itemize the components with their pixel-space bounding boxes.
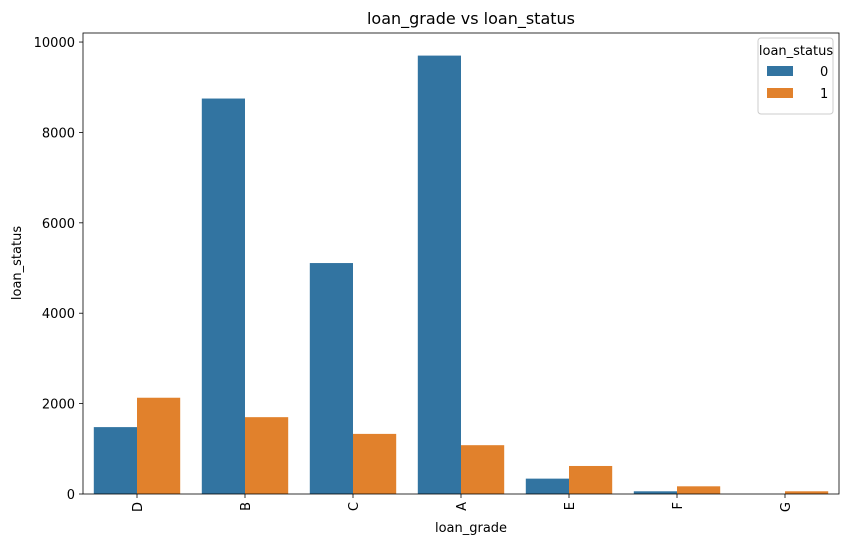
y-axis: 0 2000 4000 6000 8000 10000 — [34, 36, 83, 503]
bar-B-series-0 — [201, 98, 245, 495]
chart-title: loan_grade vs loan_status — [367, 9, 575, 29]
legend-swatch-1 — [767, 88, 793, 98]
x-tick-label-B: B — [239, 502, 254, 511]
legend-label-1: 1 — [820, 87, 828, 102]
y-tick-label: 0 — [67, 488, 75, 503]
y-tick-label: 6000 — [42, 217, 75, 232]
bar-F-series-1 — [677, 486, 721, 494]
legend-swatch-0 — [767, 66, 793, 76]
y-tick-label: 2000 — [42, 398, 75, 413]
y-tick-label: 4000 — [42, 307, 75, 322]
legend: loan_status 0 1 — [757, 37, 834, 115]
x-tick-label-F: F — [671, 502, 686, 509]
bar-C-series-0 — [309, 263, 353, 494]
bar-G-series-1 — [785, 491, 829, 494]
x-tick-label-A: A — [455, 502, 470, 511]
plot-frame — [82, 32, 840, 495]
x-tick-label-G: G — [779, 502, 794, 512]
legend-title: loan_status — [759, 44, 833, 59]
bar-B-series-1 — [245, 417, 289, 494]
bar-A-series-0 — [417, 55, 461, 495]
bar-E-series-1 — [569, 465, 613, 494]
bar-A-series-1 — [461, 445, 505, 494]
bar-D-series-1 — [137, 397, 181, 494]
y-axis-title: loan_status — [10, 226, 25, 300]
x-tick-label-C: C — [347, 502, 362, 511]
x-axis-title: loan_grade — [435, 521, 507, 536]
bar-F-series-0 — [633, 491, 677, 494]
legend-label-0: 0 — [820, 65, 828, 80]
bar-D-series-0 — [93, 427, 137, 494]
x-tick-label-E: E — [563, 502, 578, 510]
x-tick-label-D: D — [131, 502, 146, 512]
bar-E-series-0 — [525, 478, 569, 494]
y-tick-label: 8000 — [42, 126, 75, 141]
y-tick-label: 10000 — [34, 36, 75, 51]
bar-C-series-1 — [353, 433, 397, 494]
bars-group — [93, 55, 829, 495]
